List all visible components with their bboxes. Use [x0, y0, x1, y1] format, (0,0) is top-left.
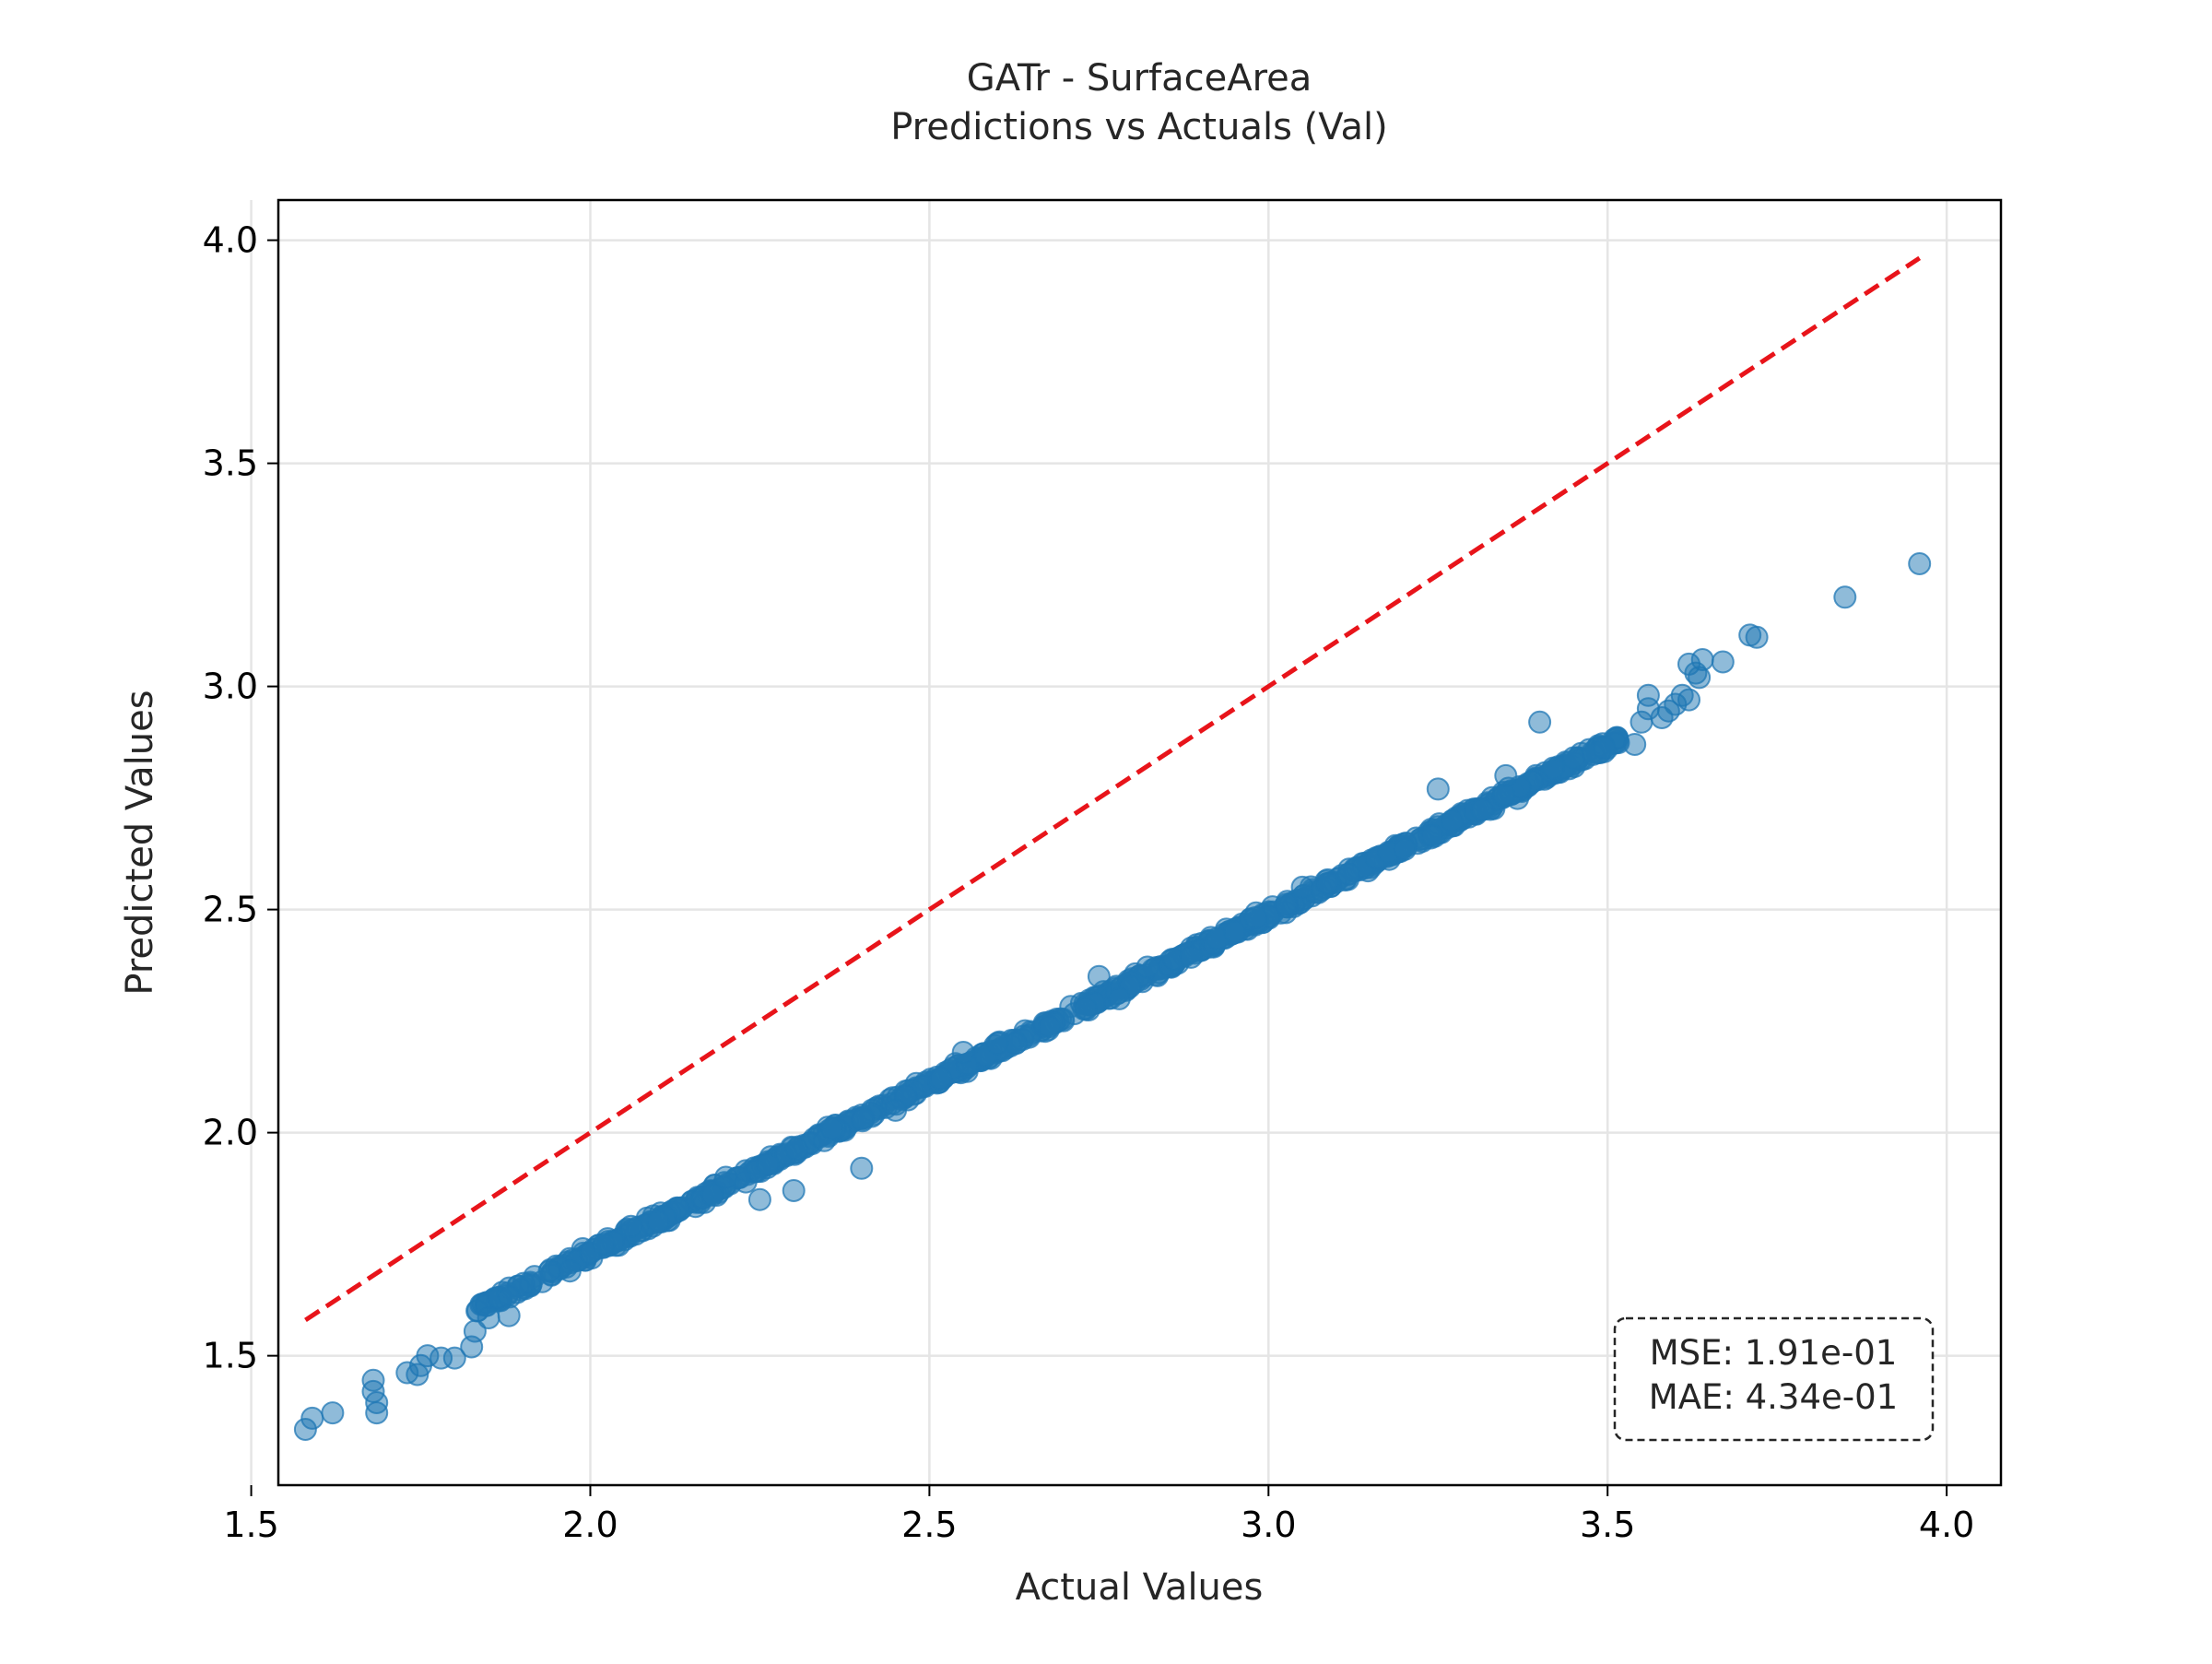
- data-point: [820, 1116, 844, 1140]
- data-point: [1420, 823, 1444, 847]
- data-point: [784, 1138, 808, 1161]
- data-point: [1470, 797, 1494, 821]
- data-point: [1135, 955, 1159, 979]
- data-point: [1541, 756, 1565, 780]
- data-point: [1636, 683, 1660, 707]
- data-point: [592, 1233, 616, 1257]
- data-point: [1711, 650, 1735, 674]
- data-point: [1107, 986, 1131, 1010]
- data-point: [1677, 688, 1700, 712]
- plot-frame: [276, 198, 2003, 1487]
- data-point: [1243, 905, 1267, 929]
- data-point: [1440, 808, 1464, 832]
- data-point: [1290, 875, 1314, 899]
- data-point: [1593, 737, 1617, 761]
- data-point: [497, 1304, 521, 1328]
- x-tick-label: 3.0: [1241, 1505, 1296, 1545]
- data-point: [1426, 777, 1450, 801]
- x-tick-label: 2.5: [901, 1505, 957, 1545]
- data-point: [700, 1183, 724, 1207]
- data-point: [850, 1156, 874, 1180]
- chart-title: GATr - SurfaceArea: [967, 57, 1312, 100]
- data-point: [929, 1067, 953, 1091]
- mse-value: MSE: 1.91e-01: [1650, 1333, 1898, 1373]
- x-tick-label: 3.5: [1580, 1505, 1635, 1545]
- data-point: [1745, 625, 1769, 649]
- y-tick-label: 3.0: [203, 667, 258, 707]
- y-tick-label: 2.0: [203, 1113, 258, 1153]
- data-point: [1393, 837, 1417, 861]
- data-point: [1677, 652, 1700, 676]
- data-point: [756, 1152, 780, 1176]
- data-point: [1275, 892, 1299, 916]
- y-tick-label: 4.0: [203, 220, 258, 261]
- data-point: [365, 1401, 389, 1425]
- y-axis-ticks: 1.5 2.0 2.5 3.0 3.5 4.0: [203, 220, 278, 1376]
- x-axis-ticks: 1.5 2.0 2.5 3.0 3.5 4.0: [223, 1485, 1974, 1545]
- data-point: [1656, 699, 1680, 723]
- x-axis-label: Actual Values: [1016, 1566, 1264, 1609]
- data-point: [851, 1107, 875, 1131]
- data-point: [300, 1406, 324, 1430]
- data-point: [782, 1179, 806, 1202]
- stats-box: MSE: 1.91e-01 MAE: 4.34e-01: [1613, 1316, 1935, 1442]
- data-point: [951, 1041, 975, 1064]
- data-point: [747, 1187, 771, 1211]
- data-point: [442, 1346, 466, 1370]
- data-point: [646, 1210, 670, 1233]
- data-point: [463, 1319, 487, 1343]
- y-tick-label: 1.5: [203, 1336, 258, 1376]
- data-point: [1179, 945, 1203, 969]
- data-point: [1336, 862, 1360, 886]
- data-point: [1038, 1015, 1062, 1039]
- data-point: [1528, 710, 1552, 734]
- data-point: [1316, 871, 1340, 895]
- y-tick-label: 3.5: [203, 443, 258, 484]
- data-point: [619, 1214, 643, 1238]
- data-point: [985, 1032, 1009, 1056]
- data-point: [1494, 763, 1518, 787]
- data-point: [884, 1098, 908, 1122]
- mae-value: MAE: 4.34e-01: [1649, 1377, 1898, 1417]
- x-tick-label: 1.5: [223, 1505, 278, 1545]
- data-point: [1492, 783, 1516, 807]
- data-point: [1623, 733, 1647, 756]
- data-point: [477, 1306, 500, 1329]
- chart-subtitle: Predictions vs Actuals (Val): [890, 106, 1387, 148]
- x-tick-label: 4.0: [1919, 1505, 1974, 1545]
- stats-box-border: [1613, 1316, 1935, 1442]
- data-point: [1908, 552, 1932, 575]
- grid: [250, 200, 2001, 1485]
- data-point: [537, 1259, 561, 1283]
- scatter-points: [293, 552, 1932, 1441]
- data-point: [321, 1401, 345, 1425]
- data-point: [714, 1165, 738, 1189]
- y-tick-label: 2.5: [203, 890, 258, 930]
- data-point: [558, 1259, 582, 1283]
- data-point: [1223, 920, 1246, 944]
- data-point: [1087, 964, 1111, 988]
- data-point: [1074, 997, 1098, 1021]
- y-axis-label: Predicted Values: [119, 690, 161, 995]
- data-point: [1561, 746, 1585, 770]
- data-point: [1833, 585, 1857, 609]
- x-tick-label: 2.0: [562, 1505, 618, 1545]
